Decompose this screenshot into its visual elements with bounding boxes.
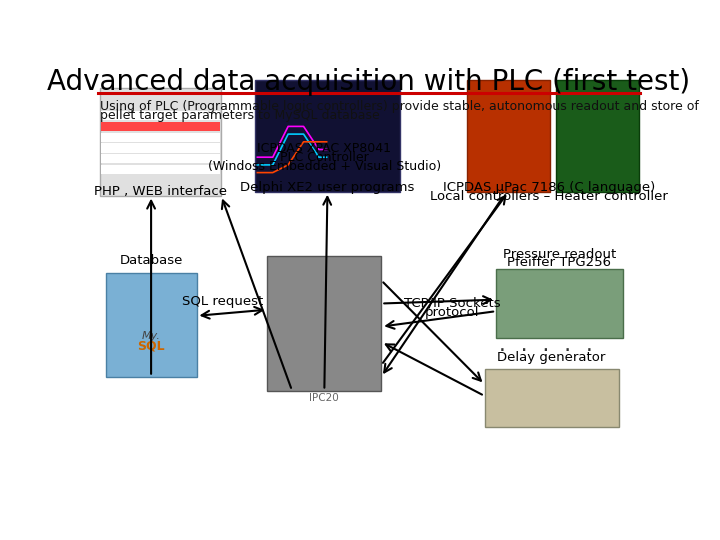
Text: Database: Database — [120, 254, 183, 267]
Bar — [101, 143, 220, 153]
Text: Pfeiffer TPG256: Pfeiffer TPG256 — [507, 256, 611, 269]
Bar — [267, 256, 382, 390]
Text: Delay generator: Delay generator — [498, 350, 606, 363]
Text: SQL: SQL — [138, 340, 165, 353]
Bar — [255, 80, 400, 192]
Bar — [467, 80, 550, 192]
Text: ICPDAS XPAC XP8041: ICPDAS XPAC XP8041 — [257, 142, 392, 155]
Text: protocol: protocol — [425, 306, 480, 319]
Text: SQL request: SQL request — [182, 295, 264, 308]
Bar — [101, 154, 220, 164]
Text: PLC Controller: PLC Controller — [280, 151, 369, 164]
Bar — [101, 165, 220, 174]
Text: TCP/IP Sockets: TCP/IP Sockets — [404, 297, 500, 310]
Text: Pressure readout: Pressure readout — [503, 248, 616, 261]
Text: (Windoss Embedded + Visual Studio): (Windoss Embedded + Visual Studio) — [208, 160, 441, 173]
Text: Delphi XE2 user programs: Delphi XE2 user programs — [240, 181, 415, 194]
Text: PHP , WEB interface: PHP , WEB interface — [94, 185, 227, 198]
Bar — [101, 111, 220, 120]
Text: Using of PLC (Programmable logic controllers) provide stable, autonomous readout: Using of PLC (Programmable logic control… — [99, 100, 698, 113]
Text: . . . . .: . . . . . — [498, 337, 595, 355]
Bar — [496, 269, 623, 338]
Text: Local controllers – Heater controller: Local controllers – Heater controller — [431, 190, 668, 202]
Bar — [556, 80, 639, 192]
Text: pellet target parameters to MySQL database: pellet target parameters to MySQL databa… — [99, 109, 379, 122]
Bar — [485, 369, 619, 427]
Bar — [99, 88, 221, 195]
Text: IPC20: IPC20 — [310, 393, 339, 403]
Bar — [101, 132, 220, 142]
Text: Advanced data acquisition with PLC (first test): Advanced data acquisition with PLC (firs… — [48, 68, 690, 96]
Text: ICPDAS μPac 7186 (C language): ICPDAS μPac 7186 (C language) — [443, 181, 655, 194]
Text: My.: My. — [142, 331, 161, 341]
Bar — [106, 273, 197, 377]
Bar — [101, 122, 220, 131]
